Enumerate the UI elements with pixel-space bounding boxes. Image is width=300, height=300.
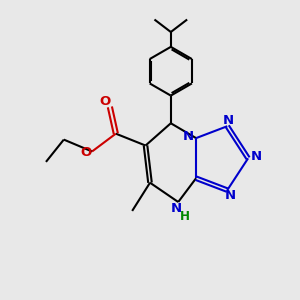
Text: N: N	[225, 189, 236, 202]
Text: N: N	[223, 114, 234, 128]
Text: N: N	[171, 202, 182, 215]
Text: O: O	[80, 146, 91, 160]
Text: N: N	[251, 150, 262, 163]
Text: O: O	[99, 95, 110, 108]
Text: N: N	[183, 130, 194, 143]
Text: H: H	[180, 210, 190, 223]
